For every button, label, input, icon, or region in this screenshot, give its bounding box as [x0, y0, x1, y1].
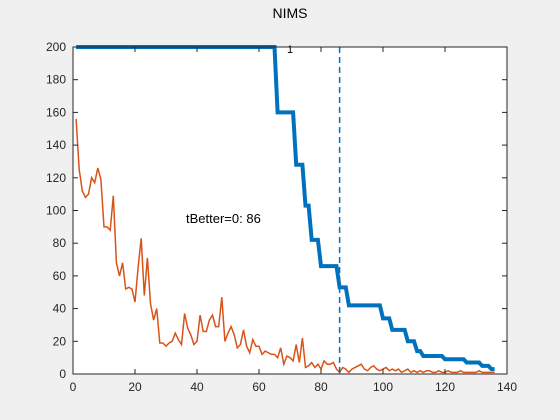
x-tick-label: 80: [314, 380, 328, 394]
y-tick-label: 160: [46, 105, 66, 119]
y-tick-label: 80: [53, 236, 67, 250]
series-layer: [75, 45, 495, 374]
y-tick-label: 40: [53, 302, 67, 316]
series-line-cost: [75, 118, 495, 374]
y-tick-label: 100: [46, 204, 66, 218]
axes-layer: 0 20 40 60 80 100 120 140 0 20 40 60 80 100 120 140 160 1…: [46, 40, 517, 394]
y-tick-label: 0: [59, 367, 66, 381]
x-tick-label: 140: [497, 380, 517, 394]
y-tick-label: 140: [46, 138, 66, 152]
y-tick-label: 200: [46, 40, 66, 54]
chart-subtitle: 1: [287, 44, 293, 56]
y-tick-label: 20: [53, 334, 67, 348]
x-tick-label: 0: [70, 380, 77, 394]
series-line-step: [76, 45, 495, 372]
y-tick-label: 120: [46, 171, 66, 185]
chart-title: NIMS: [273, 5, 308, 21]
annotation-label: tBetter=0: 86: [186, 211, 261, 226]
x-tick-label: 100: [373, 380, 393, 394]
x-tick-label: 120: [435, 380, 455, 394]
plot-area-background: [73, 47, 507, 374]
y-tick-label: 180: [46, 73, 66, 87]
x-tick-label: 60: [252, 380, 266, 394]
x-tick-label: 20: [128, 380, 142, 394]
x-tick-label: 40: [190, 380, 204, 394]
y-tick-label: 60: [53, 269, 67, 283]
